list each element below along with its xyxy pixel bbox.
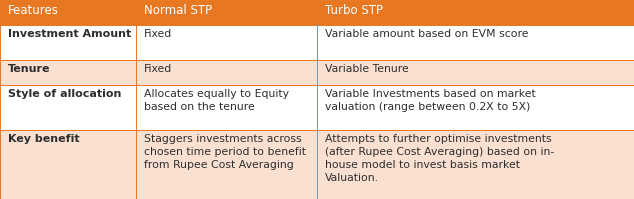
Text: Variable Tenure: Variable Tenure: [325, 64, 408, 74]
Text: Features: Features: [8, 4, 58, 17]
Text: Attempts to further optimise investments
(after Rupee Cost Averaging) based on i: Attempts to further optimise investments…: [325, 134, 554, 183]
Bar: [136, 85, 317, 130]
Bar: [0, 85, 136, 130]
Text: Turbo STP: Turbo STP: [325, 4, 382, 17]
Text: Staggers investments across
chosen time period to benefit
from Rupee Cost Averag: Staggers investments across chosen time …: [144, 134, 306, 170]
Bar: [0, 60, 136, 85]
Bar: [317, 85, 634, 130]
Bar: [317, 60, 634, 85]
Text: Normal STP: Normal STP: [144, 4, 212, 17]
Bar: [136, 25, 317, 60]
Bar: [317, 25, 634, 60]
Text: Fixed: Fixed: [144, 64, 172, 74]
Bar: [136, 130, 317, 199]
Text: Variable amount based on EVM score: Variable amount based on EVM score: [325, 29, 528, 39]
Text: Key benefit: Key benefit: [8, 134, 79, 144]
Text: Variable Investments based on market
valuation (range between 0.2X to 5X): Variable Investments based on market val…: [325, 89, 535, 112]
Bar: [136, 60, 317, 85]
Bar: [0, 0, 136, 25]
Text: Investment Amount: Investment Amount: [8, 29, 131, 39]
Bar: [0, 25, 136, 60]
Text: Style of allocation: Style of allocation: [8, 89, 121, 99]
Bar: [317, 130, 634, 199]
Text: Fixed: Fixed: [144, 29, 172, 39]
Text: Allocates equally to Equity
based on the tenure: Allocates equally to Equity based on the…: [144, 89, 289, 112]
Bar: [317, 0, 634, 25]
Bar: [0, 130, 136, 199]
Bar: [136, 0, 317, 25]
Text: Tenure: Tenure: [8, 64, 50, 74]
